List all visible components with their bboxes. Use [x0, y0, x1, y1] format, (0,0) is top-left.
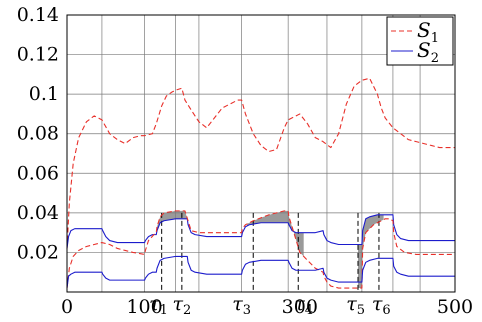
y-tick-label-1: 0.04	[17, 202, 59, 224]
series-line-2	[66, 214, 455, 249]
y-tick-label-4: 0.1	[29, 83, 59, 105]
y-tick-label-3: 0.08	[17, 123, 59, 145]
series-lines	[66, 77, 455, 289]
y-tick-label-6: 0.14	[17, 4, 59, 26]
x-tick-label-2: 300	[282, 296, 318, 318]
series-line-4	[66, 255, 455, 289]
series-line-3	[66, 210, 455, 289]
shaded-region-1	[156, 210, 188, 235]
x-tick-label-0: 0	[61, 296, 73, 318]
x-tick-label-3: 500	[437, 296, 473, 318]
tau-markers	[161, 212, 380, 292]
shaded-region-3	[358, 214, 384, 289]
x-tick-label-1: 100	[126, 296, 162, 318]
series-line-1	[66, 77, 455, 249]
legend-box	[386, 16, 454, 66]
plot-frame	[66, 14, 456, 293]
y-tick-label-0: 0.02	[17, 241, 59, 263]
y-tick-label-2: 0.06	[17, 162, 59, 184]
y-tick-label-5: 0.12	[17, 44, 59, 66]
